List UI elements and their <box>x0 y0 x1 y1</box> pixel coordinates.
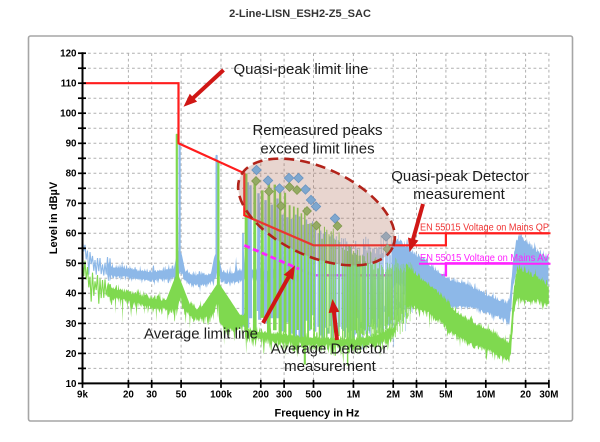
svg-text:measurement: measurement <box>284 358 377 375</box>
svg-text:10: 10 <box>66 379 77 390</box>
svg-text:40: 40 <box>66 289 77 300</box>
svg-text:70: 70 <box>66 199 77 210</box>
svg-text:EN 55015 Voltage on Mains AV: EN 55015 Voltage on Mains AV <box>420 253 549 264</box>
svg-text:100: 100 <box>60 109 77 120</box>
svg-text:10M: 10M <box>476 389 495 400</box>
svg-text:Quasi-peak limit line: Quasi-peak limit line <box>233 61 368 78</box>
svg-text:60: 60 <box>66 229 77 240</box>
svg-text:Average Detector: Average Detector <box>271 341 387 358</box>
svg-text:Remeasured peaks: Remeasured peaks <box>252 122 382 139</box>
svg-text:50: 50 <box>176 389 187 400</box>
svg-text:50: 50 <box>66 259 77 270</box>
svg-text:exceed limit lines: exceed limit lines <box>260 141 374 158</box>
svg-text:30M: 30M <box>539 389 558 400</box>
svg-text:9k: 9k <box>77 389 88 400</box>
svg-text:90: 90 <box>66 139 77 150</box>
svg-text:500: 500 <box>305 389 322 400</box>
svg-text:20: 20 <box>520 389 531 400</box>
svg-text:80: 80 <box>66 169 77 180</box>
svg-text:100k: 100k <box>210 389 232 400</box>
svg-text:3M: 3M <box>410 389 424 400</box>
svg-text:20: 20 <box>123 389 134 400</box>
svg-text:1M: 1M <box>347 389 361 400</box>
svg-text:30: 30 <box>66 319 77 330</box>
svg-text:EN 55015 Voltage on Mains QP: EN 55015 Voltage on Mains QP <box>420 223 549 234</box>
svg-text:2-Line-LISN_ESH2-Z5_SAC: 2-Line-LISN_ESH2-Z5_SAC <box>229 8 371 20</box>
svg-text:2M: 2M <box>386 389 400 400</box>
svg-text:measurement: measurement <box>413 186 506 203</box>
svg-text:110: 110 <box>61 79 77 90</box>
svg-text:Average limit line: Average limit line <box>144 326 258 343</box>
svg-text:120: 120 <box>60 49 77 60</box>
svg-text:Frequency in Hz: Frequency in Hz <box>275 408 360 420</box>
svg-text:200: 200 <box>253 389 270 400</box>
svg-text:300: 300 <box>276 389 293 400</box>
svg-text:20: 20 <box>66 349 77 360</box>
svg-text:30: 30 <box>146 389 157 400</box>
svg-text:5M: 5M <box>439 389 453 400</box>
svg-text:Quasi-peak Detector: Quasi-peak Detector <box>391 168 529 185</box>
svg-text:Level in dBµV: Level in dBµV <box>48 181 60 254</box>
